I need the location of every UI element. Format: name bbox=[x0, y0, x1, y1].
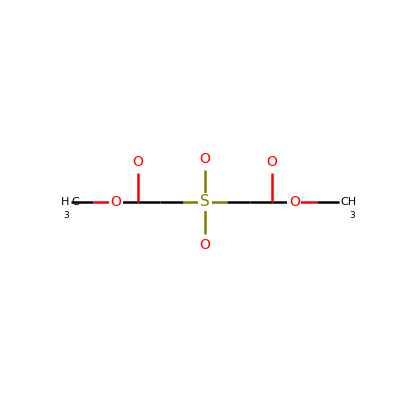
Text: O: O bbox=[266, 155, 277, 169]
Text: O: O bbox=[133, 155, 144, 169]
Text: C: C bbox=[72, 197, 80, 207]
Text: O: O bbox=[200, 152, 210, 166]
Text: 3: 3 bbox=[349, 211, 355, 220]
Text: O: O bbox=[289, 195, 300, 209]
Text: S: S bbox=[200, 194, 210, 210]
Text: CH: CH bbox=[340, 197, 356, 207]
Text: H: H bbox=[61, 197, 70, 207]
Text: O: O bbox=[200, 238, 210, 252]
Text: 3: 3 bbox=[64, 211, 69, 220]
Text: O: O bbox=[110, 195, 121, 209]
